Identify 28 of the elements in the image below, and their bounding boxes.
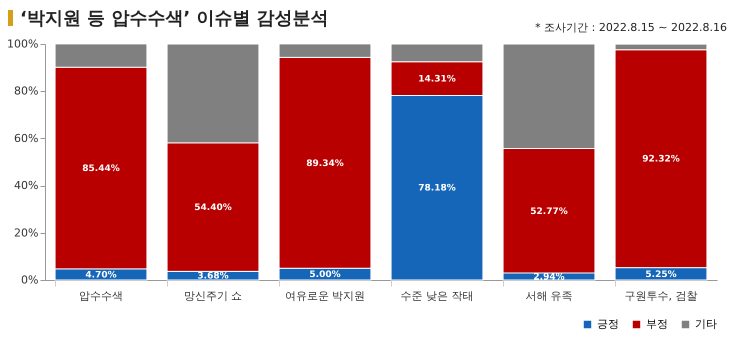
data-label: 92.32%: [642, 154, 680, 165]
data-label: 4.70%: [85, 270, 117, 280]
y-tick-label: 60%: [14, 132, 38, 145]
legend-label: 긍정: [597, 318, 619, 331]
legend-label: 기타: [695, 318, 717, 331]
data-label: 54.40%: [194, 203, 232, 214]
y-tick-label: 40%: [14, 179, 38, 192]
y-tick-label: 100%: [7, 38, 38, 50]
data-label: 3.68%: [197, 272, 229, 282]
data-label: 85.44%: [82, 164, 120, 174]
data-label: 78.18%: [418, 184, 456, 194]
x-tick-label: 여유로운 박지원: [284, 290, 366, 302]
y-tick-label: 0%: [21, 274, 38, 286]
y-tick-label: 80%: [14, 84, 38, 98]
x-tick-label: 구원투수, 검찰: [624, 290, 698, 302]
x-tick-label: 수준 낮은 작태: [400, 290, 474, 302]
data-label: 14.31%: [418, 74, 456, 85]
data-label: 5.00%: [309, 270, 341, 280]
x-tick-label: 망신주기 쇼: [184, 290, 242, 302]
chart-title: ‘박지원 등 압수수색’ 이슈별 감성분석: [20, 7, 329, 30]
legend-label: 부정: [646, 318, 668, 331]
data-label: 52.77%: [530, 206, 568, 217]
y-tick-label: 20%: [14, 226, 38, 240]
x-tick-label: 서해 유족: [525, 290, 573, 302]
text: * 조사기간 : 2022.8.15 ~ 2022.8.16: [535, 20, 727, 35]
data-label: 89.34%: [306, 158, 344, 169]
x-tick-label: 압수수색: [79, 290, 123, 302]
data-label: 5.25%: [645, 270, 677, 280]
